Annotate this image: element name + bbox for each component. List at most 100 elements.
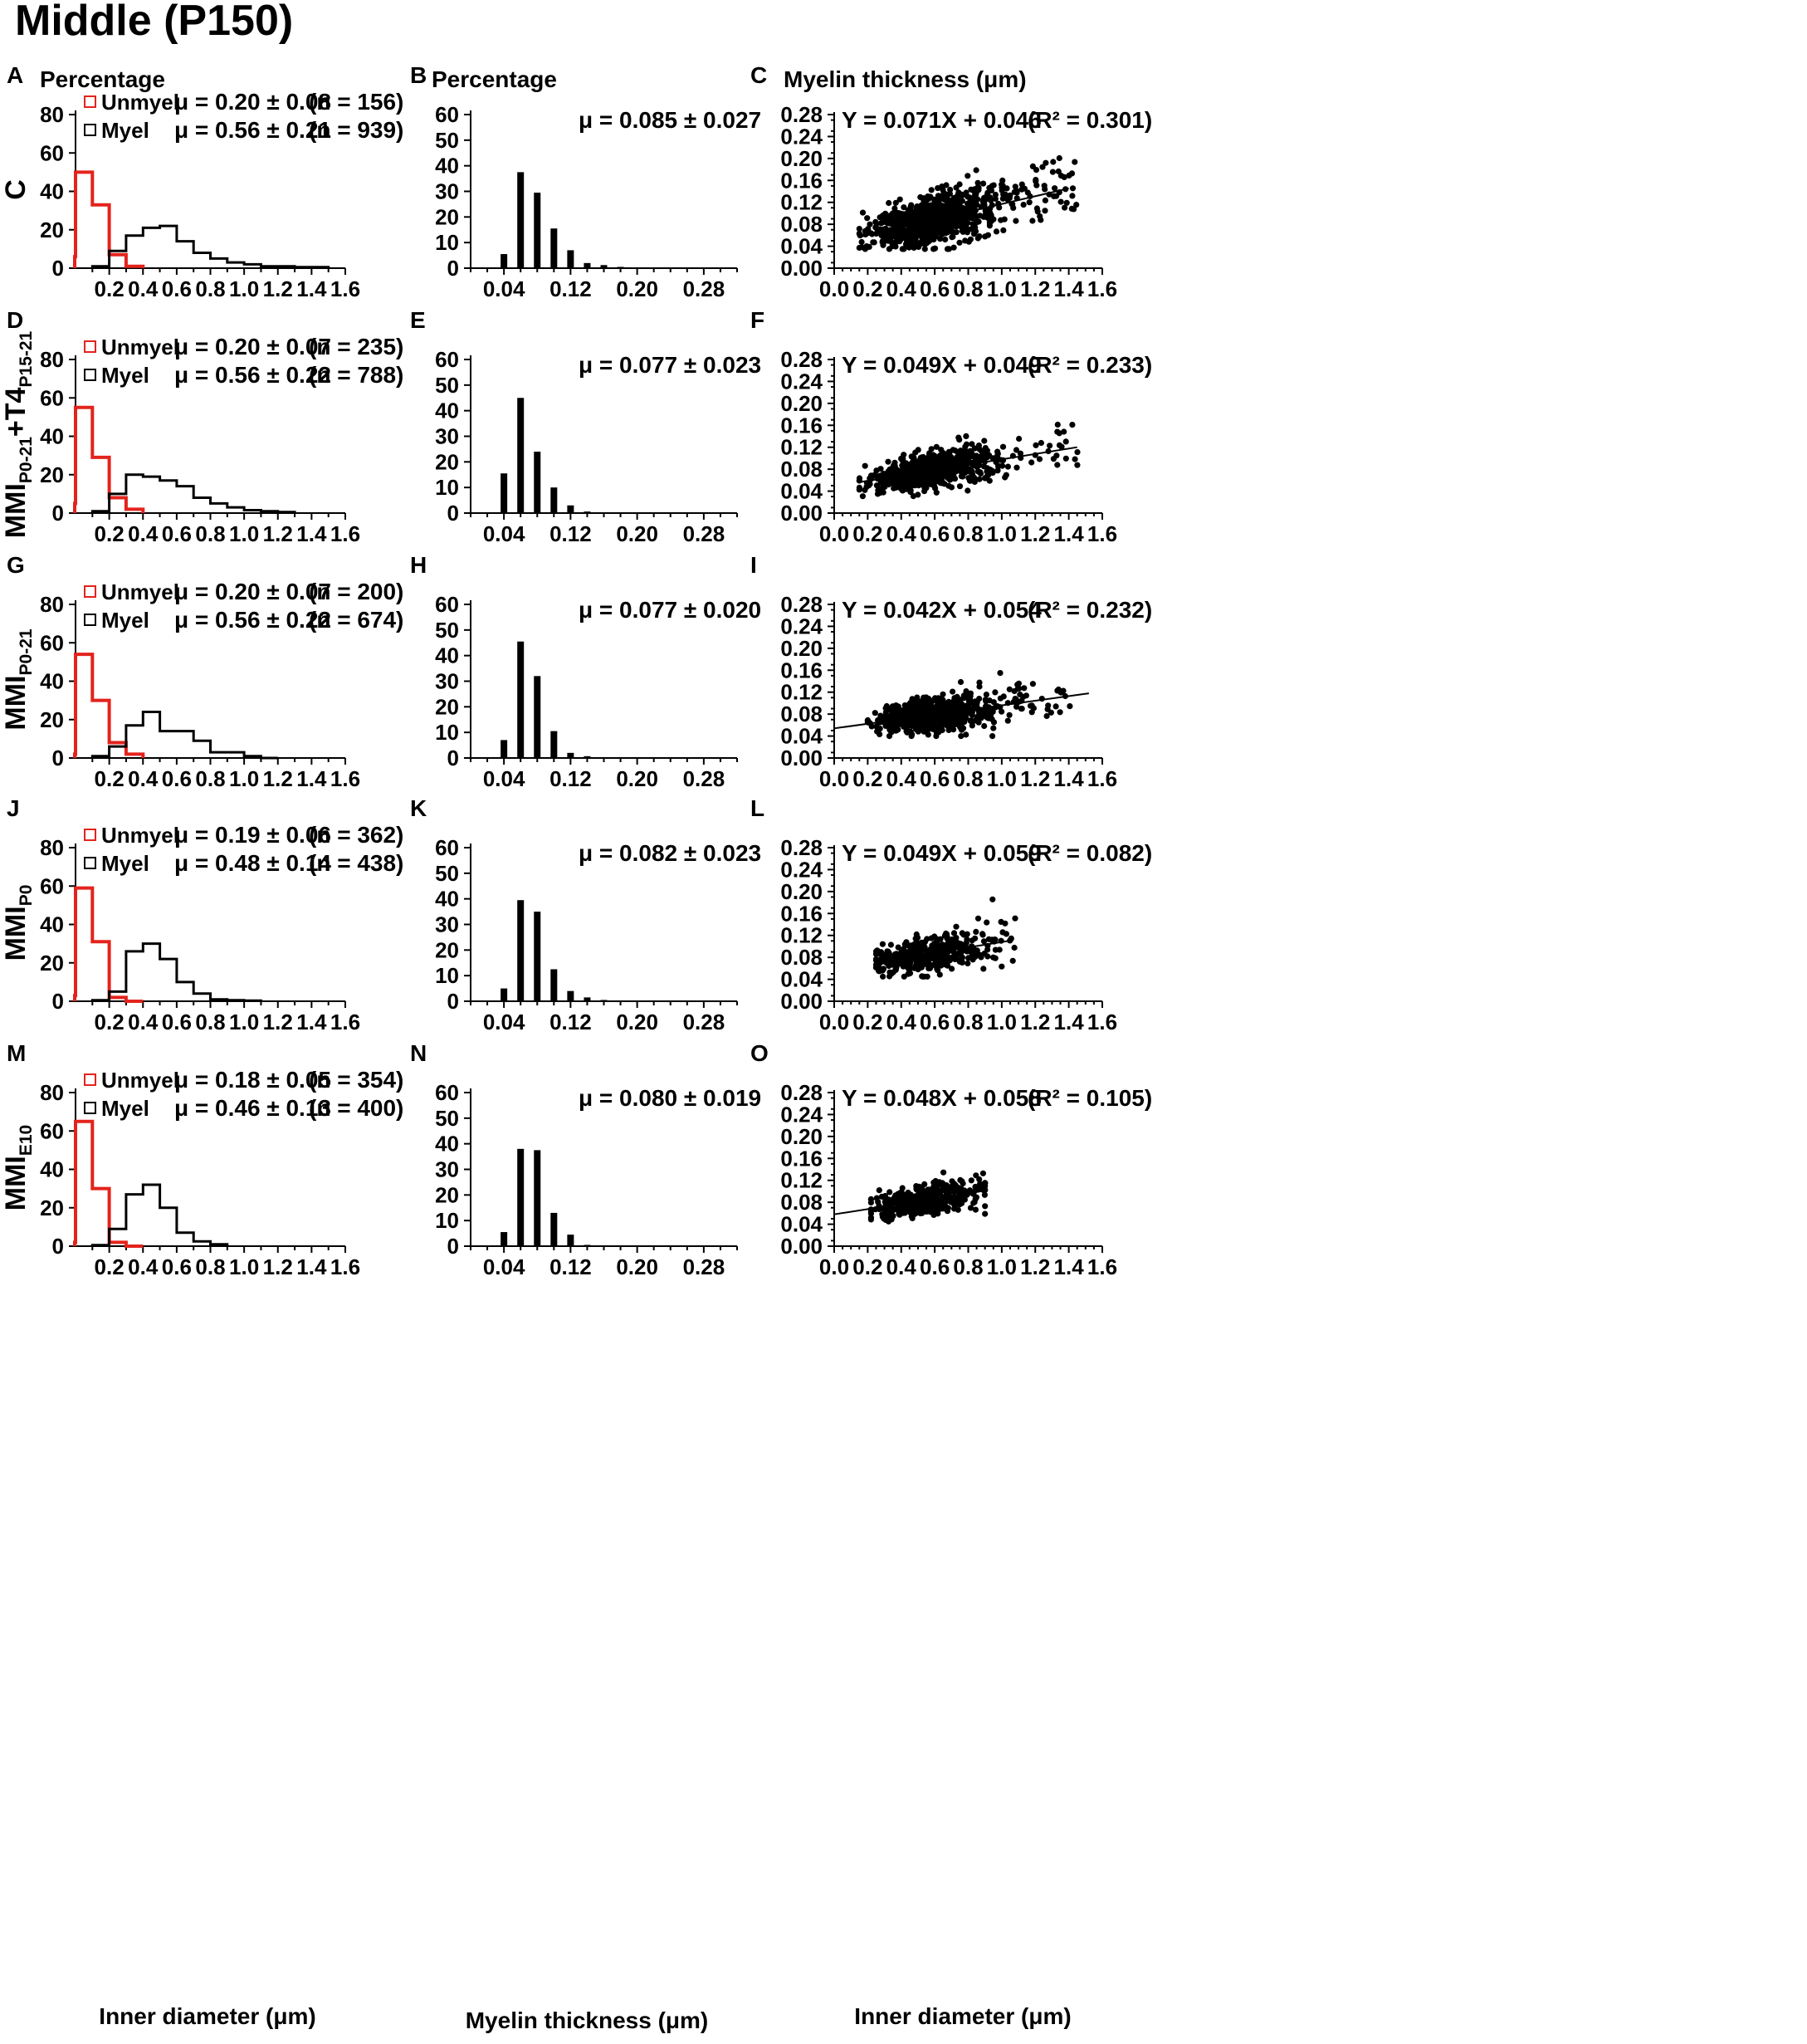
data-point bbox=[1056, 154, 1062, 162]
x-tick-label: 1.0 bbox=[229, 1254, 259, 1279]
data-point bbox=[960, 717, 967, 724]
data-point bbox=[907, 719, 914, 726]
x-tick-label: 0.8 bbox=[953, 521, 983, 546]
x-tick-label: 1.0 bbox=[987, 1010, 1017, 1034]
x-tick-label: 1.6 bbox=[1087, 766, 1117, 791]
panel-label-J: J bbox=[7, 795, 20, 821]
data-point bbox=[945, 482, 952, 489]
y-tick-label: 0.24 bbox=[780, 369, 823, 394]
y-tick-label: 40 bbox=[435, 154, 459, 178]
x-tick-label: 1.2 bbox=[1020, 276, 1050, 301]
legend-label-unmyel: Unmyel bbox=[101, 579, 179, 604]
bar bbox=[550, 1212, 558, 1246]
legend-stat: μ = 0.48 ± 0.14 bbox=[174, 850, 331, 876]
legend-stat: μ = 0.56 ± 0.22 bbox=[174, 362, 331, 388]
y-tick-label: 10 bbox=[435, 230, 459, 255]
x-tick-label: 1.2 bbox=[263, 766, 293, 791]
bar bbox=[584, 1244, 591, 1246]
y-tick-label: 20 bbox=[40, 462, 64, 487]
y-tick-label: 60 bbox=[435, 102, 459, 127]
mean-annotation: μ = 0.085 ± 0.027 bbox=[579, 107, 761, 133]
data-point bbox=[978, 954, 984, 961]
data-point bbox=[965, 238, 972, 245]
data-point bbox=[888, 216, 895, 222]
data-point bbox=[949, 954, 955, 961]
data-point bbox=[874, 963, 881, 970]
x-tick-label: 0.04 bbox=[483, 521, 525, 546]
y-tick-label: 60 bbox=[40, 385, 64, 410]
y-tick-label: 60 bbox=[435, 835, 459, 860]
data-point bbox=[940, 218, 946, 225]
x-tick-label: 0.4 bbox=[128, 1254, 159, 1279]
data-point bbox=[1004, 463, 1011, 470]
bar bbox=[517, 1148, 525, 1246]
data-point bbox=[1072, 159, 1078, 165]
y-tick-label: 30 bbox=[435, 179, 459, 204]
data-point bbox=[929, 707, 935, 713]
x-tick-label: 1.0 bbox=[229, 766, 259, 791]
x-tick-label: 0.12 bbox=[549, 766, 592, 791]
legend-n: (n = 200) bbox=[309, 579, 403, 604]
legend-n: (n = 438) bbox=[309, 850, 403, 876]
data-point bbox=[1018, 181, 1025, 188]
data-point bbox=[907, 728, 914, 736]
data-point bbox=[949, 234, 955, 241]
series-myel-step bbox=[90, 1183, 229, 1247]
bar bbox=[550, 969, 558, 1001]
legend-label-myel: Myel bbox=[101, 363, 149, 388]
data-point bbox=[972, 1196, 979, 1202]
data-point bbox=[980, 452, 987, 459]
data-point bbox=[886, 230, 893, 237]
data-point bbox=[901, 232, 908, 238]
data-point bbox=[856, 226, 862, 232]
data-point bbox=[877, 472, 883, 479]
data-point bbox=[903, 939, 910, 946]
data-point bbox=[914, 203, 921, 210]
data-point bbox=[937, 236, 944, 242]
y-tick-label: 30 bbox=[435, 424, 459, 449]
data-point bbox=[1021, 685, 1028, 692]
data-point bbox=[883, 702, 890, 710]
data-point bbox=[940, 1169, 947, 1176]
data-point bbox=[921, 939, 928, 946]
data-point bbox=[1012, 915, 1018, 922]
data-point bbox=[916, 240, 923, 247]
y-tick-label: 0 bbox=[447, 746, 459, 770]
data-point bbox=[1029, 218, 1036, 224]
panel-label-M: M bbox=[7, 1040, 26, 1066]
data-point bbox=[945, 225, 952, 232]
data-point bbox=[901, 1193, 907, 1200]
x-tick-label: 1.6 bbox=[330, 276, 360, 301]
data-point bbox=[940, 1186, 948, 1192]
x-tick-label: 0.2 bbox=[95, 766, 125, 791]
data-point bbox=[1048, 709, 1054, 716]
x-tick-label: 0.2 bbox=[852, 521, 882, 546]
y-tick-label: 0.28 bbox=[780, 1080, 823, 1105]
data-point bbox=[999, 963, 1005, 970]
x-tick-label: 0.28 bbox=[683, 521, 725, 546]
data-point bbox=[940, 697, 946, 704]
data-point bbox=[916, 963, 923, 970]
data-point bbox=[940, 1181, 946, 1187]
data-point bbox=[981, 722, 988, 730]
data-point bbox=[958, 733, 965, 740]
data-point bbox=[992, 689, 999, 696]
data-point bbox=[1054, 428, 1061, 435]
data-point bbox=[974, 235, 981, 242]
data-point bbox=[969, 720, 975, 726]
data-point bbox=[950, 244, 957, 251]
data-point bbox=[1013, 464, 1020, 471]
data-point bbox=[909, 226, 916, 232]
data-point bbox=[982, 1180, 989, 1186]
data-point bbox=[1004, 185, 1010, 192]
data-point bbox=[946, 722, 953, 729]
x-tick-label: 0.8 bbox=[953, 1010, 983, 1034]
data-point bbox=[950, 726, 957, 733]
data-point bbox=[997, 670, 1004, 677]
data-point bbox=[983, 698, 989, 705]
data-point bbox=[958, 197, 965, 203]
mean-annotation: μ = 0.077 ± 0.020 bbox=[579, 597, 761, 623]
data-point bbox=[935, 205, 941, 212]
y-tick-label: 0.24 bbox=[780, 857, 823, 882]
data-point bbox=[911, 941, 917, 948]
